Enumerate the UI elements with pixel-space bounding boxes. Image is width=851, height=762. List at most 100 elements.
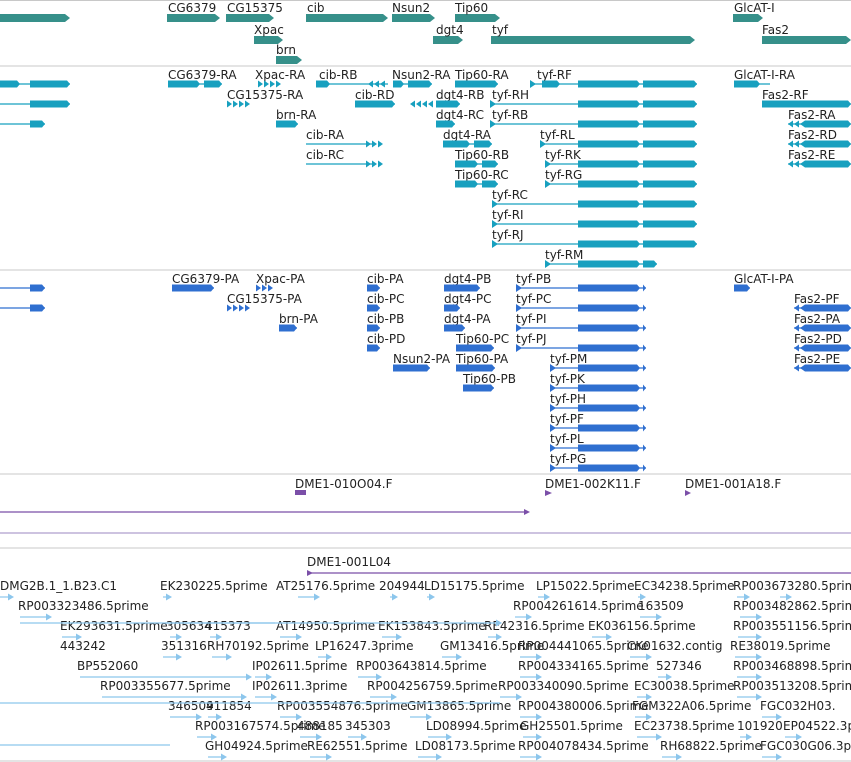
est-feature[interactable] (776, 753, 782, 761)
transcript-feature[interactable] (762, 100, 851, 108)
est-feature[interactable] (516, 693, 522, 701)
exon-arrows[interactable] (256, 284, 273, 292)
est-feature[interactable] (226, 653, 232, 661)
est-feature[interactable] (536, 713, 542, 721)
protein-feature[interactable] (444, 304, 460, 312)
est-feature[interactable] (606, 633, 612, 641)
transcript-feature[interactable] (545, 160, 697, 168)
transcript-feature[interactable] (443, 140, 492, 148)
transcript-feature[interactable] (393, 80, 432, 88)
gene-feature[interactable] (455, 14, 500, 22)
protein-feature[interactable] (516, 324, 646, 332)
protein-feature[interactable] (456, 364, 495, 372)
est-feature[interactable] (314, 593, 320, 601)
transcript-feature[interactable] (492, 220, 697, 228)
est-feature[interactable] (246, 673, 252, 681)
gene-feature[interactable] (433, 36, 463, 44)
bac-end-feature[interactable] (295, 490, 306, 495)
transcript-feature[interactable] (490, 100, 697, 108)
gene-feature[interactable] (733, 14, 763, 22)
est-feature[interactable] (796, 733, 802, 741)
est-feature[interactable] (46, 613, 52, 621)
transcript-feature[interactable] (276, 120, 298, 128)
est-feature[interactable] (536, 653, 542, 661)
gene-feature[interactable] (491, 36, 695, 44)
protein-feature[interactable] (463, 384, 494, 392)
protein-feature[interactable] (0, 284, 45, 292)
est-feature[interactable] (211, 733, 217, 741)
est-feature[interactable] (536, 733, 542, 741)
gene-feature[interactable] (0, 14, 70, 22)
est-feature[interactable] (656, 733, 662, 741)
est-feature[interactable] (76, 633, 82, 641)
transcript-feature[interactable] (455, 180, 498, 188)
est-feature[interactable] (216, 713, 222, 721)
protein-feature[interactable] (367, 324, 380, 332)
est-feature[interactable] (756, 653, 762, 661)
est-feature[interactable] (216, 633, 222, 641)
bac-end-feature[interactable] (524, 509, 530, 515)
protein-feature[interactable] (367, 344, 380, 352)
est-feature[interactable] (756, 673, 762, 681)
gene-feature[interactable] (226, 14, 274, 22)
est-feature[interactable] (536, 753, 542, 761)
est-feature[interactable] (326, 653, 332, 661)
est-feature[interactable] (296, 713, 302, 721)
exon-arrows[interactable] (366, 140, 383, 148)
est-feature[interactable] (666, 673, 672, 681)
protein-feature[interactable] (550, 364, 646, 372)
est-feature[interactable] (646, 693, 652, 701)
est-feature[interactable] (429, 593, 435, 601)
transcript-feature[interactable] (0, 120, 45, 128)
gene-feature[interactable] (167, 14, 220, 22)
est-feature[interactable] (646, 653, 652, 661)
protein-feature[interactable] (393, 364, 430, 372)
est-feature[interactable] (676, 753, 682, 761)
est-feature[interactable] (176, 633, 182, 641)
exon-arrows[interactable] (368, 80, 385, 88)
protein-feature[interactable] (550, 384, 646, 392)
est-feature[interactable] (756, 693, 762, 701)
transcript-feature[interactable] (455, 80, 498, 88)
est-feature[interactable] (496, 633, 502, 641)
exon-arrows[interactable] (410, 100, 433, 108)
protein-feature[interactable] (550, 424, 646, 432)
est-feature[interactable] (744, 593, 750, 601)
protein-feature[interactable] (794, 304, 851, 312)
gene-feature[interactable] (254, 36, 283, 44)
protein-feature[interactable] (516, 284, 646, 292)
est-feature[interactable] (456, 653, 462, 661)
transcript-feature[interactable] (436, 100, 460, 108)
est-feature[interactable] (544, 593, 550, 601)
transcript-feature[interactable] (788, 160, 851, 168)
protein-feature[interactable] (367, 304, 380, 312)
est-feature[interactable] (391, 693, 397, 701)
protein-feature[interactable] (0, 304, 45, 312)
transcript-feature[interactable] (436, 120, 455, 128)
exon-arrows[interactable] (227, 100, 250, 108)
protein-feature[interactable] (516, 344, 646, 352)
protein-feature[interactable] (794, 364, 851, 372)
gene-feature[interactable] (392, 14, 435, 22)
est-feature[interactable] (296, 633, 302, 641)
est-feature[interactable] (392, 593, 398, 601)
protein-feature[interactable] (550, 404, 646, 412)
transcript-feature[interactable] (492, 240, 697, 248)
est-feature[interactable] (656, 613, 662, 621)
est-feature[interactable] (446, 733, 452, 741)
protein-feature[interactable] (550, 444, 646, 452)
transcript-feature[interactable] (355, 100, 395, 108)
transcript-feature[interactable] (490, 120, 697, 128)
est-feature[interactable] (526, 613, 532, 621)
transcript-feature[interactable] (455, 160, 498, 168)
gene-feature[interactable] (276, 56, 302, 64)
gene-feature[interactable] (306, 14, 388, 22)
est-feature[interactable] (271, 693, 277, 701)
est-feature[interactable] (196, 713, 202, 721)
est-feature[interactable] (266, 673, 272, 681)
transcript-feature[interactable] (168, 80, 222, 88)
transcript-feature[interactable] (788, 140, 851, 148)
exon-arrows[interactable] (366, 160, 383, 168)
est-feature[interactable] (316, 733, 322, 741)
est-feature[interactable] (436, 753, 442, 761)
